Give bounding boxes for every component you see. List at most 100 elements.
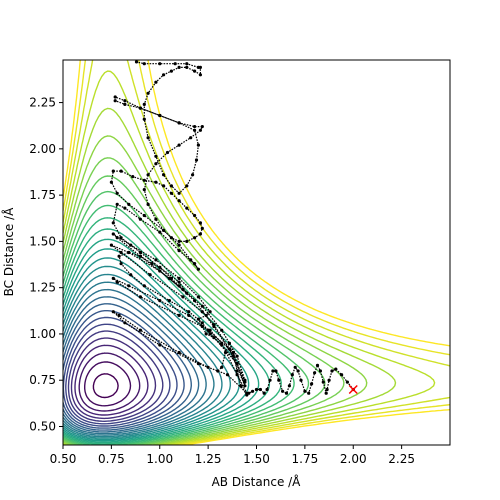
trajectory-point <box>212 336 216 340</box>
trajectory-point <box>193 125 197 129</box>
trajectory-point <box>158 269 162 273</box>
trajectory-point <box>146 202 150 206</box>
trajectory-point <box>193 213 197 218</box>
trajectory-point <box>154 154 158 158</box>
trajectory-point <box>185 62 189 66</box>
trajectory-point <box>134 60 139 64</box>
y-tick-label: 2.25 <box>29 96 56 110</box>
trajectory-point <box>138 217 142 221</box>
trajectory-point <box>293 365 297 369</box>
trajectory-point <box>185 65 189 69</box>
trajectory-point <box>220 328 224 332</box>
x-tick-label: 1.25 <box>195 452 222 466</box>
trajectory-point <box>177 143 181 147</box>
trajectory-point <box>225 373 230 377</box>
contour-level-10 <box>63 303 192 431</box>
trajectory-point <box>138 295 142 299</box>
trajectory-point <box>177 276 181 280</box>
trajectory-point <box>204 313 208 317</box>
trajectory-point <box>200 310 204 314</box>
contour-level-21 <box>63 204 295 445</box>
trajectory-point <box>185 291 189 295</box>
trajectory-point <box>198 128 202 132</box>
trajectory-point <box>206 328 210 332</box>
trajectory-point <box>177 121 181 125</box>
trajectory-point <box>200 226 204 230</box>
trajectory-point <box>167 299 171 303</box>
contour-level-5 <box>70 337 157 420</box>
y-axis-ticks: 0.50 0.75 1.00 1.25 1.50 1.75 2.00 2.25 <box>29 96 63 433</box>
trajectory-point <box>340 373 344 377</box>
contour-level-11 <box>63 296 200 433</box>
trajectory-point <box>177 239 181 243</box>
trajectory-point <box>138 254 142 258</box>
trajectory-point <box>177 280 181 284</box>
trajectory-point <box>200 321 204 325</box>
trajectory-point <box>119 169 123 173</box>
trajectory-point <box>200 125 204 129</box>
trajectory-point <box>231 350 235 355</box>
trajectory-point <box>193 236 197 240</box>
trajectory-point <box>345 380 349 384</box>
trajectory-point <box>277 378 281 382</box>
trajectory-point <box>187 313 191 317</box>
x-tick-label: 0.75 <box>98 452 125 466</box>
trajectory-point <box>196 295 200 299</box>
trajectory-point <box>158 230 162 234</box>
trajectory-point <box>111 310 115 314</box>
trajectory-point <box>117 254 121 258</box>
trajectory-point <box>235 369 239 373</box>
trajectory-point <box>129 243 133 247</box>
trajectory-point <box>235 362 239 366</box>
trajectory-point <box>220 365 224 369</box>
trajectory-point <box>177 313 181 317</box>
trajectory-point <box>169 236 173 240</box>
trajectory-point <box>325 387 329 392</box>
trajectory-point <box>109 243 113 247</box>
trajectory-point <box>138 106 142 110</box>
trajectory-point <box>181 295 185 299</box>
trajectory-point <box>198 232 202 236</box>
y-tick-label: 0.75 <box>29 373 56 387</box>
trajectory-point <box>299 378 303 382</box>
trajectory-point <box>189 136 193 140</box>
trajectory-point <box>196 362 200 366</box>
contour-level-4 <box>74 344 149 416</box>
trajectory-point <box>330 369 334 373</box>
trajectory-point <box>185 239 189 243</box>
trajectory-point <box>196 267 200 271</box>
trajectory-point <box>196 317 200 321</box>
trajectory-point <box>206 365 210 369</box>
start-marker <box>348 384 358 395</box>
trajectory-point <box>208 332 212 336</box>
trajectory-point <box>154 180 158 184</box>
trajectory-point <box>146 173 150 177</box>
trajectory-point <box>146 136 150 140</box>
trajectory-point <box>113 99 117 103</box>
trajectory-point <box>245 391 249 395</box>
x-axis-ticks: 0.50 0.75 1.00 1.25 1.50 1.75 2.00 2.25 <box>50 445 415 466</box>
trajectory-point <box>169 191 173 195</box>
trajectory-point <box>138 328 142 332</box>
trajectory-point <box>111 221 115 225</box>
trajectory-point <box>193 69 197 73</box>
trajectory-point <box>208 310 212 314</box>
trajectory-point <box>113 95 117 99</box>
contour-level-12 <box>63 288 207 435</box>
trajectory-point <box>227 347 231 351</box>
y-axis-label: BC Distance /Å <box>1 207 16 297</box>
trajectory-point <box>142 188 146 192</box>
trajectory-point <box>177 65 181 69</box>
contour-level-22 <box>63 190 310 445</box>
trajectory-point <box>115 202 119 206</box>
trajectory-point <box>189 258 193 262</box>
trajectory-point <box>227 341 231 345</box>
trajectory-point <box>158 265 162 269</box>
trajectory-point <box>142 213 146 218</box>
trajectory-point <box>177 199 181 203</box>
trajectory-point <box>193 128 197 132</box>
trajectory-point <box>158 299 162 303</box>
x-tick-label: 1.50 <box>243 452 270 466</box>
trajectory-point <box>177 350 181 355</box>
